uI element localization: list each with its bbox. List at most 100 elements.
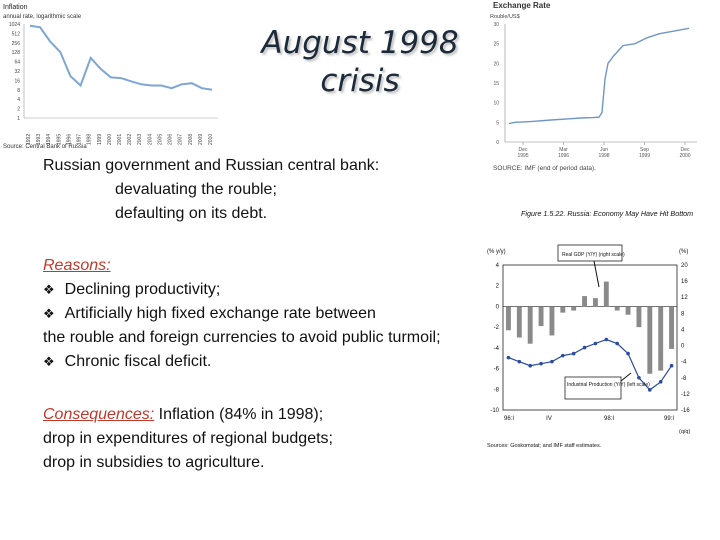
y-tick-label: 2	[17, 107, 20, 113]
intro-line: defaulting on its debt.	[115, 205, 268, 222]
y-tick-label: -8	[681, 376, 687, 382]
x-tick-label: Dec	[519, 147, 528, 153]
x-tick-label: 1997	[77, 134, 83, 145]
diamond-bullet-icon: ❖	[43, 282, 55, 297]
list-item-continuation: the rouble and foreign currencies to avo…	[43, 329, 441, 346]
x-tick-label: 1993	[36, 134, 42, 145]
bar	[625, 306, 631, 315]
bar	[669, 306, 675, 349]
y-tick-label: 10	[493, 101, 499, 107]
x-tick-label: Jun	[600, 147, 608, 153]
bar	[582, 296, 588, 307]
slide-title: August 1998 crisis	[240, 24, 480, 100]
y-tick-label: 4	[681, 327, 685, 333]
line-annotation-box	[557, 244, 623, 262]
y-tick-label: -8	[494, 387, 500, 393]
consequences-block: Consequences: Inflation (84% in 1998); d…	[43, 403, 473, 475]
consequences-text: drop in expenditures of regional budgets…	[43, 430, 333, 447]
y-tick-label: 20	[681, 263, 688, 269]
chart-source: Source: Central Bank of Russia	[3, 144, 87, 150]
bar-annotation: Industrial Production (Y/Y) (left scale)	[567, 382, 650, 388]
annotation-arrow	[620, 372, 632, 382]
y-tick-label: -16	[681, 408, 690, 414]
exchange-rate-line	[508, 27, 690, 125]
bar	[505, 306, 511, 331]
x-tick-label: 99:I	[664, 416, 674, 422]
y-tick-label: 8	[17, 88, 20, 94]
x-tick-label: 2005	[157, 134, 163, 145]
gdp-line	[508, 338, 673, 391]
line-annotation: Real GDP (Y/Y) (right scale)	[562, 252, 625, 258]
consequences-label: Consequences:	[43, 406, 155, 423]
x-tick-label: 2007	[178, 134, 184, 145]
y-tick-label: -12	[681, 392, 690, 398]
bar	[592, 298, 598, 307]
y-axis-label: Rouble/US$	[490, 14, 520, 20]
y-tick-label: 16	[681, 279, 688, 285]
diamond-bullet-icon: ❖	[43, 306, 55, 321]
title-line: August 1998	[261, 25, 459, 61]
bar	[571, 306, 577, 311]
bar	[647, 306, 653, 374]
bar	[538, 306, 544, 327]
gdp-point	[539, 361, 543, 366]
gdp-point	[550, 359, 554, 364]
x-tick-label: 98:I	[604, 416, 614, 422]
x-tick-label: 1998	[87, 134, 93, 145]
y-tick-label: 64	[14, 60, 20, 66]
bar	[549, 306, 555, 336]
y-tick-label: 20	[493, 61, 499, 67]
x-tick-label: 2008	[188, 134, 194, 145]
list-item: ❖ Chronic fiscal deficit.	[43, 350, 493, 374]
plot-frame	[502, 264, 678, 411]
y-tick-label: 512	[12, 31, 21, 37]
diamond-bullet-icon: ❖	[43, 354, 55, 369]
x-tick-label: 2000	[679, 153, 690, 159]
bar	[658, 306, 664, 371]
x-tick-label: 2002	[127, 134, 133, 145]
bar	[516, 306, 522, 338]
x-tick-label: 1995	[56, 134, 62, 145]
exchange-rate-chart: Exchange Rate Rouble/US$ 30 25 20 15 10 5 0 De…	[490, 1, 697, 172]
x-tick-label: 1996	[66, 134, 72, 145]
bar-annotation-box	[564, 376, 622, 400]
gdp-point	[582, 345, 587, 350]
x-tick-label: 1999	[97, 134, 103, 145]
title-line: crisis	[320, 63, 400, 99]
x-tick-label: 2010	[208, 134, 214, 145]
y-tick-label: 30	[493, 22, 499, 28]
x-tick-label: 2009	[198, 134, 204, 145]
x-tick-label: Dec	[681, 147, 690, 153]
y-tick-label: 2	[496, 284, 500, 290]
x-tick-label: Mar	[559, 147, 568, 153]
list-item-text: Artificially high fixed exchange rate be…	[64, 305, 376, 322]
gdp-point	[658, 380, 663, 384]
y-tick-label: 12	[681, 295, 688, 301]
x-tick-label: 1996	[558, 153, 569, 159]
y-tick-label: 128	[12, 50, 21, 56]
y-tick-label: 8	[681, 311, 685, 317]
chart-title: Inflation	[3, 4, 28, 11]
intro-block: Russian government and Russian central b…	[43, 154, 463, 226]
bar	[560, 306, 566, 313]
chart-title: Exchange Rate	[493, 1, 551, 10]
list-item: ❖ Declining productivity;	[43, 278, 493, 302]
y-tick-label: 0	[496, 140, 499, 146]
x-tick-label: 2004	[147, 134, 153, 145]
y-tick-label: -6	[494, 367, 500, 373]
y-tick-label: 0	[496, 304, 500, 310]
x-tick-label: IV	[546, 416, 552, 422]
x-tick-label: Sep	[640, 147, 649, 153]
annotation-arrow	[593, 260, 600, 288]
consequences-text: drop in subsidies to agriculture.	[43, 454, 265, 471]
reasons-label: Reasons:	[43, 257, 111, 274]
y-tick-label: 16	[14, 78, 20, 84]
y-tick-label: 25	[493, 42, 499, 48]
left-axis-label: (% y/y)	[487, 249, 506, 255]
y-tick-label: -4	[681, 360, 687, 366]
chart-source: SOURCE: IMF (end of period data).	[493, 165, 596, 172]
x-tick-label: 1994	[46, 134, 52, 145]
intro-line: Russian government and Russian central b…	[43, 157, 380, 174]
consequences-text: Inflation (84% in 1998);	[154, 406, 324, 423]
gdp-point	[506, 355, 511, 360]
